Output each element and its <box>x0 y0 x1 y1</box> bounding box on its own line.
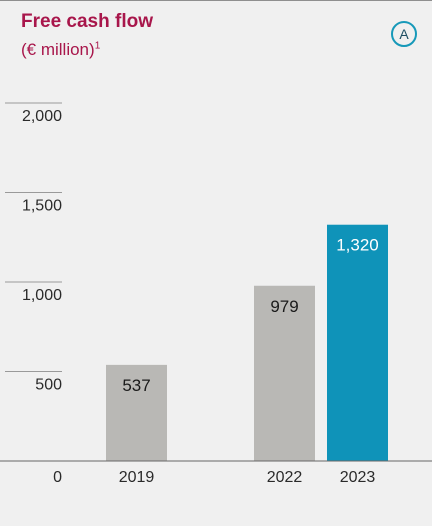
y-tick-label: 0 <box>53 469 62 486</box>
subtitle-text: (€ million) <box>21 40 95 59</box>
x-category-label: 2023 <box>340 469 376 486</box>
section-badge: A <box>391 21 417 47</box>
bar-value-label: 979 <box>270 297 298 316</box>
top-rule <box>0 0 432 1</box>
bar <box>254 285 315 461</box>
bar-value-label: 1,320 <box>336 236 379 255</box>
bar <box>106 364 167 461</box>
x-category-label: 2022 <box>267 469 303 486</box>
footnote-marker: 1 <box>94 40 101 52</box>
y-tick-label: 2,000 <box>22 108 62 125</box>
y-tick-label: 1,500 <box>22 198 62 215</box>
y-tick-label: 500 <box>35 377 62 394</box>
x-category-label: 2019 <box>119 469 155 486</box>
chart-subtitle: (€ million)1 <box>21 40 100 60</box>
bar <box>327 224 388 461</box>
bar-value-label: 537 <box>122 376 150 395</box>
chart-title: Free cash flow <box>21 11 153 32</box>
y-tick-label: 1,000 <box>22 287 62 304</box>
